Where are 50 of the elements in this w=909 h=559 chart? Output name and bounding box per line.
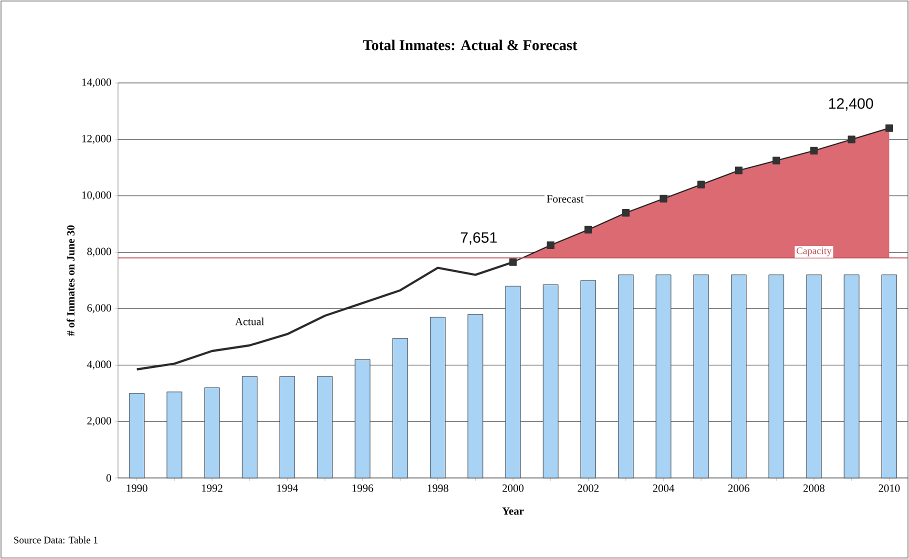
y-tick-label: 0 [106, 474, 112, 482]
bar [354, 359, 370, 478]
bar [806, 274, 822, 478]
bar [166, 392, 182, 478]
bar [844, 274, 860, 478]
x-tick-label: 2008 [803, 484, 825, 492]
bar [542, 284, 558, 478]
y-tick-label: 10,000 [82, 191, 112, 200]
x-axis-title: Year [502, 508, 524, 515]
bar [618, 274, 634, 478]
x-tick-label: 1992 [202, 484, 222, 492]
bar [505, 286, 521, 478]
y-tick-label: 14,000 [82, 78, 112, 88]
bar [280, 376, 296, 478]
y-tick-label: 8,000 [87, 248, 112, 257]
x-tick-label: 2000 [502, 484, 524, 492]
bar [242, 376, 258, 478]
x-tick-label: 1996 [352, 484, 374, 492]
bar [881, 274, 897, 478]
bar [392, 338, 408, 478]
chart-title: Total Inmates: Actual & Forecast [362, 40, 578, 50]
y-tick-label: 2,000 [87, 417, 112, 426]
source-note: Source Data: Table 1 [14, 536, 98, 544]
x-tick-label: 1998 [428, 484, 448, 492]
bar [693, 274, 709, 478]
x-tick-label: 1990 [126, 484, 148, 492]
bar [656, 274, 672, 478]
x-tick-label: 1994 [277, 484, 298, 492]
y-tick-label: 4,000 [87, 360, 112, 370]
y-tick-label: 6,000 [87, 304, 112, 314]
bar [580, 280, 596, 478]
x-tick-label: 2010 [878, 484, 900, 492]
bar [204, 387, 220, 478]
bar [768, 274, 784, 478]
text: Forecast [546, 195, 584, 203]
annotation: 12,400 [829, 98, 874, 111]
y-axis-title: # of Inmates on June 30 [66, 225, 75, 336]
x-tick-label: 2006 [728, 484, 750, 492]
bar [468, 314, 484, 478]
bar [730, 274, 746, 478]
x-tick-label: 2002 [578, 484, 599, 492]
y-tick-label: 12,000 [82, 134, 112, 144]
series-label: Actual [235, 318, 264, 326]
bar [317, 376, 333, 478]
bar [430, 316, 446, 478]
bar [129, 393, 145, 478]
point [509, 258, 517, 266]
annotation: 7,651 [460, 232, 497, 245]
x-tick-label: 2004 [653, 484, 674, 492]
ref-line-label: Capacity [796, 247, 832, 256]
